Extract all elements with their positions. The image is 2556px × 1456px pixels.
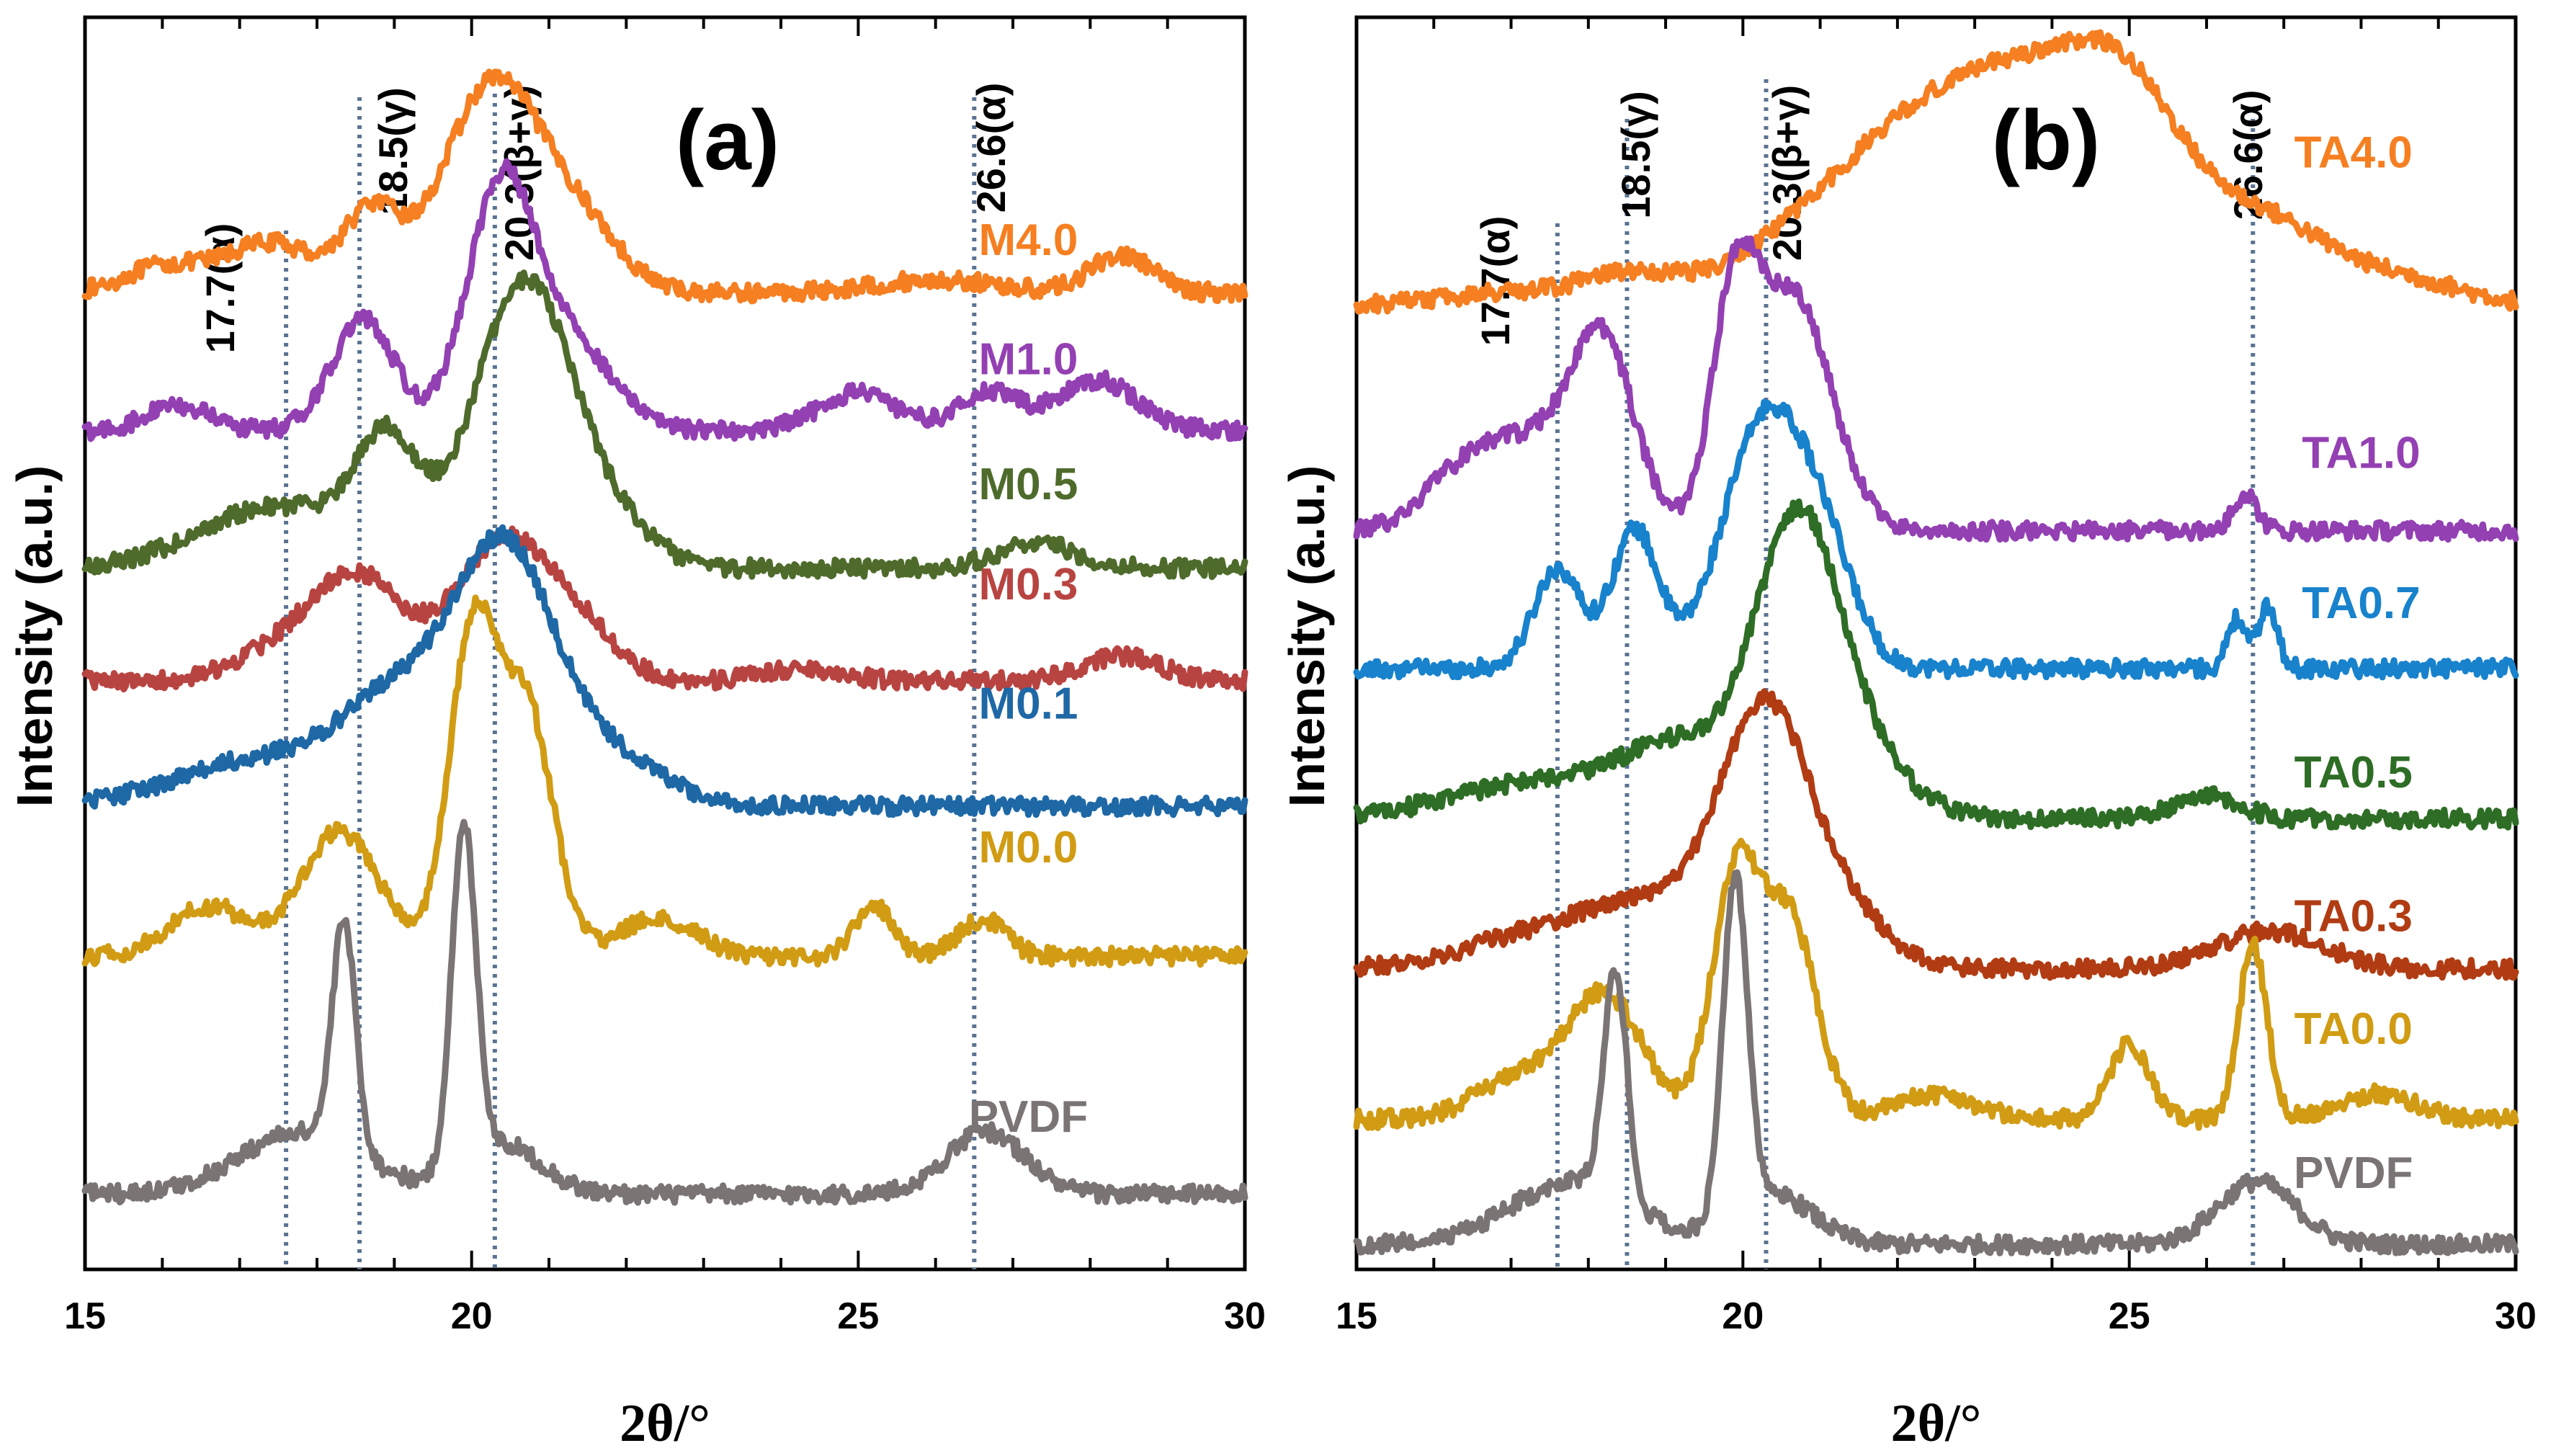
- chart-panel-b: 15 20 25 30 2θ/° Intensity (a.u.) (b) 17.7(α) 18…: [1279, 15, 2537, 1453]
- series-label: TA0.5: [2294, 748, 2413, 798]
- series-label: M1.0: [979, 334, 1078, 384]
- series-line-ta1-0: [1353, 235, 2519, 543]
- series-line-m4-0: [81, 68, 1248, 305]
- series-line-m0-5: [81, 269, 1248, 581]
- series-label: M4.0: [979, 215, 1078, 265]
- x-tick-label: 20: [451, 1295, 493, 1337]
- x-tick-label: 15: [64, 1295, 106, 1337]
- series-label: TA0.0: [2294, 1004, 2413, 1054]
- series-label: TA0.3: [2294, 892, 2413, 942]
- series-line-ta0-0: [1353, 837, 2519, 1131]
- series-label: TA1.0: [2302, 429, 2420, 478]
- series-label: PVDF: [2294, 1148, 2413, 1198]
- y-axis-title: Intensity (a.u.): [1279, 465, 1335, 807]
- panel-label: (b): [1992, 93, 2101, 188]
- series-line-ta0-5: [1353, 498, 2519, 831]
- series-line-ta0-3: [1353, 688, 2519, 981]
- x-axis-title: 2θ/°: [1891, 1394, 1982, 1453]
- x-tick-label: 30: [1224, 1295, 1266, 1337]
- x-tick-label: 15: [1336, 1295, 1377, 1337]
- series-label: TA0.7: [2302, 579, 2420, 628]
- series-label: M0.5: [979, 460, 1078, 509]
- series-line-ta4-0: [1353, 29, 2519, 315]
- series-line-m0-0: [81, 594, 1248, 968]
- y-axis-title: Intensity (a.u.): [6, 465, 63, 807]
- series-line-ta0-7: [1353, 398, 2519, 681]
- panel-label: (a): [676, 93, 779, 188]
- series-label: M0.1: [979, 679, 1078, 728]
- series-line-m1-0: [81, 158, 1248, 442]
- reference-line-label: 17.7(α): [1473, 216, 1518, 347]
- plot-frame: [1354, 15, 2518, 1272]
- x-tick-label: 30: [2495, 1295, 2537, 1337]
- reference-line-label: 26.6(α): [968, 83, 1014, 213]
- series-label: TA4.0: [2294, 128, 2413, 178]
- plot-frame: [83, 15, 1247, 1272]
- x-tick-label: 25: [2109, 1295, 2150, 1337]
- x-tick-label: 20: [1722, 1295, 1764, 1337]
- series-line-m0-1: [81, 524, 1248, 818]
- reference-line-label: 17.7(α): [197, 223, 243, 354]
- series-line-m0-3: [81, 525, 1248, 693]
- series-label: M0.3: [979, 560, 1078, 609]
- series-line-pvdf: [81, 818, 1248, 1206]
- series-line-pvdf: [1353, 869, 2519, 1256]
- series-label: M0.0: [979, 823, 1078, 872]
- x-axis-title: 2θ/°: [620, 1394, 710, 1453]
- series-label: PVDF: [969, 1092, 1088, 1142]
- x-tick-label: 25: [837, 1295, 879, 1337]
- reference-line-label: 18.5(γ): [1613, 91, 1658, 218]
